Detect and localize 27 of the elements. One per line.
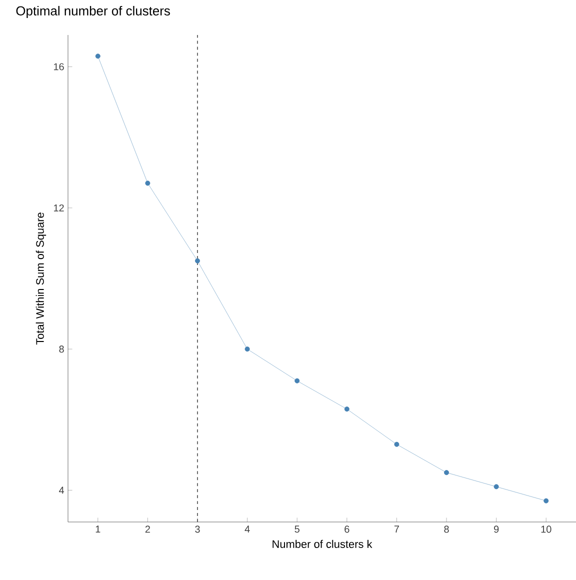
point xyxy=(344,406,350,412)
point xyxy=(394,442,400,447)
chart-title: Optimal number of clusters xyxy=(16,6,170,18)
point xyxy=(294,378,300,384)
x-tick-label: 10 xyxy=(541,526,552,533)
point xyxy=(244,346,250,352)
x-tick-label: 2 xyxy=(145,526,150,533)
x-tick-label: 6 xyxy=(344,526,350,533)
point xyxy=(194,258,200,264)
point xyxy=(444,470,449,476)
y-tick-label: 12 xyxy=(54,204,64,212)
x-tick-label: 3 xyxy=(195,526,200,533)
x-tick-label: 8 xyxy=(444,526,449,533)
point xyxy=(95,54,100,59)
x-axis-title: Number of clusters k xyxy=(272,540,372,548)
point xyxy=(544,498,549,504)
x-tick-label: 1 xyxy=(96,526,100,533)
point xyxy=(494,484,499,490)
y-tick-label: 8 xyxy=(59,346,64,353)
point xyxy=(145,180,150,186)
y-axis-title: Total Within Sum of Square xyxy=(36,212,46,345)
y-tick-label: 16 xyxy=(54,63,64,70)
x-tick-label: 7 xyxy=(394,526,399,533)
x-tick-label: 5 xyxy=(294,526,300,533)
x-tick-label: 9 xyxy=(494,526,499,533)
x-tick-label: 4 xyxy=(244,526,250,533)
y-tick-label: 4 xyxy=(59,486,64,494)
